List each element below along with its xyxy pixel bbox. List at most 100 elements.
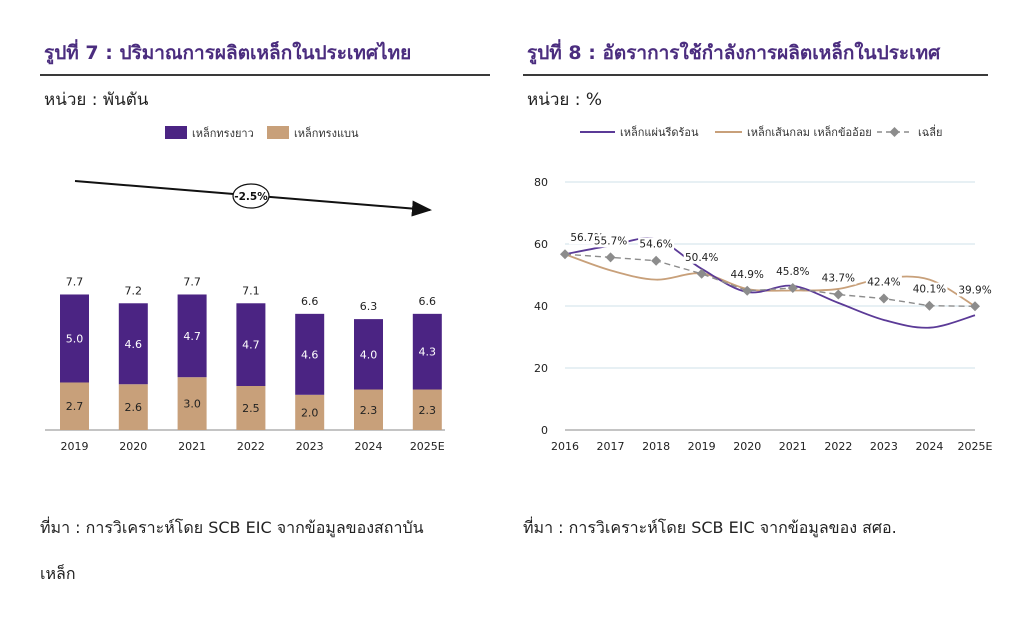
line-legend: เหล็กแผ่นรีดร้อน เหล็กเส้นกลม เหล็กข้ออ้อ… (580, 124, 942, 139)
data-label-bg (911, 282, 948, 296)
bar-total-label: 7.1 (242, 284, 260, 297)
legend-swatch-flat (267, 126, 289, 139)
bar-value-flat: 3.0 (183, 398, 201, 411)
bar-total-label: 6.6 (419, 295, 437, 308)
bar-flat (354, 389, 383, 430)
x-tick-label: 2022 (237, 440, 265, 453)
legend-label-flat: เหล็กทรงแบน (294, 126, 359, 140)
data-label: 44.9% (731, 269, 764, 281)
trend-annotation: -2.5% (234, 191, 268, 203)
x-tick-label: 2022 (824, 440, 852, 453)
left-title-rule (40, 74, 490, 76)
x-tick-label: 2016 (551, 440, 579, 453)
bar-total-label: 7.2 (125, 284, 143, 297)
series-line-avg (564, 253, 976, 308)
trend-bubble (232, 183, 270, 209)
bar-total-label: 6.6 (301, 295, 319, 308)
data-label: 39.9% (958, 284, 991, 296)
bar-long (177, 294, 207, 378)
bar-total-label: 6.3 (360, 300, 378, 313)
x-tick-label: 2019 (61, 440, 89, 453)
right-unit-label: หน่วย : % (527, 90, 603, 110)
x-tick-label: 2023 (870, 440, 898, 453)
avg-marker (651, 255, 662, 266)
x-tick-label: 2020 (119, 440, 147, 453)
bar-value-long: 4.6 (301, 348, 319, 361)
legend-label-rebar: เหล็กเส้นกลม เหล็กข้ออ้อย (747, 125, 872, 139)
x-tick-label: 2024 (355, 440, 383, 453)
avg-marker (560, 249, 570, 260)
data-label: 54.6% (639, 239, 672, 251)
bar-value-flat: 2.3 (360, 404, 378, 417)
data-label: 45.8% (776, 266, 809, 278)
bar-long (236, 303, 266, 386)
bar-flat (412, 389, 442, 430)
bar-value-flat: 2.5 (242, 402, 260, 415)
x-tick-label: 2019 (688, 440, 716, 453)
x-tick-label: 2020 (733, 440, 761, 453)
legend-label-hrc: เหล็กแผ่นรีดร้อน (620, 125, 699, 139)
data-label-bg (683, 250, 720, 264)
left-source-line1: ที่มา : การวิเคราะห์โดย SCB EIC จากข้อมู… (40, 518, 424, 537)
bar-value-long: 4.3 (419, 346, 437, 359)
bar-total-label: 7.7 (66, 275, 84, 288)
avg-marker (696, 268, 707, 279)
right-source: ที่มา : การวิเคราะห์โดย SCB EIC จากข้อมู… (523, 518, 897, 537)
data-label-bg (957, 283, 993, 297)
y-tick-label: 20 (534, 362, 548, 375)
bar-value-flat: 2.0 (301, 406, 319, 419)
bar-value-flat: 2.7 (66, 400, 84, 413)
avg-marker (605, 252, 616, 263)
bar-value-long: 4.7 (242, 339, 260, 352)
data-label-bg (820, 271, 857, 285)
data-label: 43.7% (822, 273, 855, 285)
bar-chart: เหล็กทรงยาว เหล็กทรงแบน -2.5% 2.7 5.0 7.7 2019… (45, 126, 445, 453)
bar-flat (118, 384, 148, 430)
x-tick-label: 2018 (642, 440, 670, 453)
bar-long (354, 319, 383, 390)
data-label-bg (774, 265, 811, 279)
bar-long (295, 313, 325, 395)
y-tick-label: 80 (534, 176, 548, 189)
bar-total-label: 7.7 (183, 275, 201, 288)
data-label: 55.7% (594, 235, 627, 247)
x-tick-label: 2021 (178, 440, 206, 453)
data-label: 42.4% (867, 277, 900, 289)
bar-flat (236, 386, 266, 430)
avg-marker (878, 293, 889, 304)
data-label: 40.1% (913, 284, 946, 296)
x-tick-label: 2024 (915, 440, 943, 453)
bar-value-long: 4.0 (360, 348, 378, 361)
data-label-bg (592, 234, 629, 248)
bar-value-flat: 2.6 (125, 401, 143, 414)
legend-label-avg: เฉลี่ย (918, 124, 942, 139)
data-label-bg (865, 275, 902, 289)
avg-marker (924, 300, 935, 311)
legend-swatch-long (165, 126, 187, 139)
legend-label-long: เหล็กทรงยาว (192, 126, 254, 140)
x-tick-label: 2017 (597, 440, 625, 453)
bar-value-long: 4.7 (183, 330, 201, 343)
avg-marker (787, 283, 798, 294)
data-label-bg (638, 237, 675, 251)
bar-long (412, 313, 442, 390)
left-unit-label: หน่วย : พันตัน (44, 90, 149, 110)
line-chart: 0 20 40 60 80 2016 2017 2018 2019 2020 2021 2022 202… (534, 124, 993, 453)
x-tick-label: 2025E (958, 440, 993, 453)
left-source-line2: เหล็ก (40, 564, 76, 583)
right-title-rule (523, 74, 988, 76)
avg-marker (970, 301, 980, 312)
y-tick-label: 40 (534, 300, 548, 313)
series-line-rebar (564, 253, 976, 308)
y-tick-label: 60 (534, 238, 548, 251)
bar-legend: เหล็กทรงยาว เหล็กทรงแบน (165, 126, 359, 140)
bar-flat (60, 382, 89, 430)
legend-marker-avg (889, 127, 900, 137)
bar-flat (177, 377, 207, 430)
bar-long (60, 294, 89, 383)
right-chart-title: รูปที่ 8 : อัตราการใช้กำลังการผลิตเหล็กใ… (527, 42, 941, 64)
avg-marker (833, 289, 844, 300)
bar-value-long: 5.0 (66, 332, 84, 345)
y-tick-label: 0 (541, 424, 548, 437)
left-chart-title: รูปที่ 7 : ปริมาณการผลิตเหล็กในประเทศไทย (44, 42, 412, 64)
